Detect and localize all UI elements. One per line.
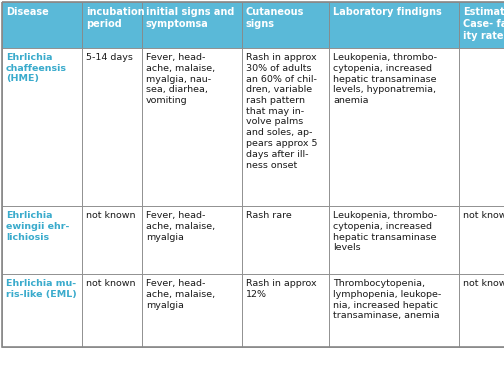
Text: not known: not known (86, 211, 136, 220)
Text: Leukopenia, thrombo-
cytopenia, increased
hepatic transaminase
levels: Leukopenia, thrombo- cytopenia, increase… (333, 211, 437, 252)
Bar (329, 48, 459, 206)
Text: not known: not known (463, 279, 504, 288)
Text: Ehrlichia
chaffeensis
(HME): Ehrlichia chaffeensis (HME) (6, 53, 67, 84)
Text: not known: not known (86, 279, 136, 288)
Text: not known: not known (463, 211, 504, 220)
Text: Fever, head-
ache, malaise,
myalgia, nau-
sea, diarhea,
vomiting: Fever, head- ache, malaise, myalgia, nau… (146, 53, 215, 105)
Bar (242, 48, 329, 206)
Text: Thrombocytopenia,
lymphopenia, leukope-
nia, increased hepatic
transaminase, ane: Thrombocytopenia, lymphopenia, leukope- … (333, 279, 441, 320)
Text: Ehrlichia
ewingii ehr-
lichiosis: Ehrlichia ewingii ehr- lichiosis (6, 211, 70, 242)
Bar (82, 2, 142, 48)
Text: Rash in approx
30% of adults
an 60% of chil-
dren, variable
rash pattern
that ma: Rash in approx 30% of adults an 60% of c… (246, 53, 318, 169)
Text: Rash in approx
12%: Rash in approx 12% (246, 279, 317, 299)
Bar (82, 48, 142, 206)
Bar (2, 2, 82, 48)
Text: Laboratory findigns: Laboratory findigns (333, 7, 442, 17)
Text: initial signs and
symptomsa: initial signs and symptomsa (146, 7, 234, 29)
Bar (242, 206, 329, 274)
Text: incubation
period: incubation period (86, 7, 145, 29)
Text: Cutaneous
signs: Cutaneous signs (246, 7, 304, 29)
Text: Estimated
Case- fatal-
ity rate: Estimated Case- fatal- ity rate (463, 7, 504, 41)
Bar (142, 206, 242, 274)
Bar (329, 274, 459, 347)
Text: 5-14 days: 5-14 days (86, 53, 133, 62)
Bar (2, 206, 82, 274)
Bar (82, 274, 142, 347)
Text: Rash rare: Rash rare (246, 211, 292, 220)
Bar (142, 274, 242, 347)
Bar (459, 206, 504, 274)
Text: Leukopenia, thrombo-
cytopenia, increased
hepatic transaminase
levels, hyponatre: Leukopenia, thrombo- cytopenia, increase… (333, 53, 437, 105)
Text: Disease: Disease (6, 7, 49, 17)
Bar (459, 48, 504, 206)
Bar (242, 274, 329, 347)
Text: Fever, head-
ache, malaise,
myalgia: Fever, head- ache, malaise, myalgia (146, 211, 215, 242)
Bar (459, 2, 504, 48)
Bar (242, 2, 329, 48)
Bar (142, 48, 242, 206)
Bar (142, 2, 242, 48)
Bar (329, 206, 459, 274)
Bar (82, 206, 142, 274)
Bar (2, 48, 82, 206)
Text: Fever, head-
ache, malaise,
myalgia: Fever, head- ache, malaise, myalgia (146, 279, 215, 309)
Bar (329, 2, 459, 48)
Bar (2, 274, 82, 347)
Bar (459, 274, 504, 347)
Text: Ehrlichia mu-
ris-like (EML): Ehrlichia mu- ris-like (EML) (6, 279, 77, 299)
